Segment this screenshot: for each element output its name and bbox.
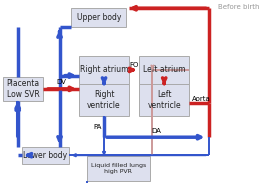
- Text: Right
ventricle: Right ventricle: [87, 90, 121, 110]
- FancyBboxPatch shape: [79, 56, 129, 84]
- Text: DA: DA: [151, 128, 161, 134]
- Text: Placenta
Low SVR: Placenta Low SVR: [6, 79, 39, 99]
- FancyBboxPatch shape: [79, 84, 129, 116]
- FancyBboxPatch shape: [87, 156, 150, 181]
- FancyBboxPatch shape: [139, 84, 189, 116]
- Text: Left atrium: Left atrium: [143, 65, 185, 74]
- Text: Aorta: Aorta: [192, 96, 210, 102]
- FancyBboxPatch shape: [3, 77, 43, 101]
- Text: Liquid filled lungs
high PVR: Liquid filled lungs high PVR: [91, 163, 146, 174]
- Text: FO: FO: [129, 62, 139, 68]
- Text: Before birth: Before birth: [218, 4, 260, 11]
- FancyBboxPatch shape: [139, 56, 189, 84]
- Text: Left
ventricle: Left ventricle: [147, 90, 181, 110]
- Text: Right atrium: Right atrium: [80, 65, 128, 74]
- Text: PA: PA: [93, 124, 102, 130]
- Text: DV: DV: [56, 79, 66, 85]
- FancyBboxPatch shape: [71, 8, 126, 27]
- Text: Lower body: Lower body: [23, 151, 67, 160]
- Text: Upper body: Upper body: [77, 13, 121, 22]
- FancyBboxPatch shape: [22, 147, 69, 164]
